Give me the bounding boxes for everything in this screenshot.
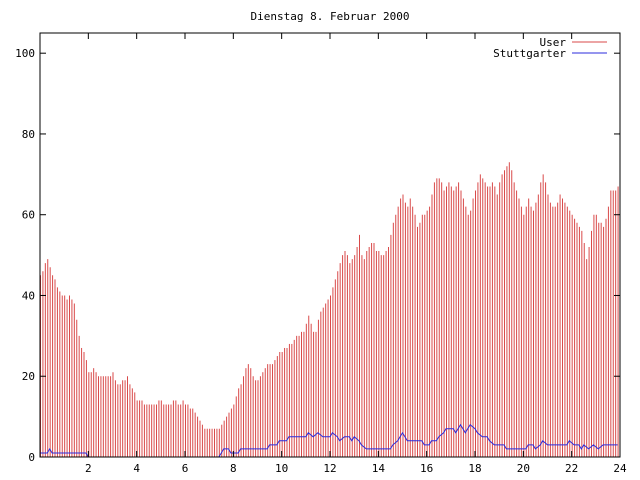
- legend-label-user: User: [540, 36, 567, 49]
- x-tick-label-22: 22: [565, 462, 578, 475]
- x-tick-label-18: 18: [468, 462, 481, 475]
- x-tick-label-24: 24: [613, 462, 627, 475]
- legend-label-stuttgarter: Stuttgarter: [493, 47, 566, 60]
- chart-title: Dienstag 8. Februar 2000: [251, 10, 410, 23]
- x-tick-label-12: 12: [323, 462, 336, 475]
- y-tick-label-60: 60: [22, 209, 35, 222]
- series-stuttgarter: [40, 423, 618, 458]
- x-tick-label-20: 20: [517, 462, 530, 475]
- y-tick-label-20: 20: [22, 370, 35, 383]
- x-tick-label-14: 14: [372, 462, 386, 475]
- y-tick-label-40: 40: [22, 289, 35, 302]
- legend: User Stuttgarter: [493, 36, 607, 60]
- x-tick-label-16: 16: [420, 462, 433, 475]
- x-tick-label-2: 2: [85, 462, 92, 475]
- y-tick-label-100: 100: [15, 47, 35, 60]
- y-tick-label-0: 0: [28, 451, 35, 464]
- x-tick-label-8: 8: [230, 462, 237, 475]
- series-user: [40, 162, 619, 457]
- x-axis: 2 4 6 8 10 12 14 16 18 20 22 24: [85, 33, 627, 475]
- plot-series: [40, 162, 619, 458]
- line-stuttgarter: [40, 423, 618, 458]
- x-tick-label-4: 4: [133, 462, 140, 475]
- y-tick-label-80: 80: [22, 128, 35, 141]
- y-axis: 0 20 40 60 80 100: [15, 47, 620, 464]
- x-tick-label-6: 6: [182, 462, 189, 475]
- x-tick-label-10: 10: [275, 462, 288, 475]
